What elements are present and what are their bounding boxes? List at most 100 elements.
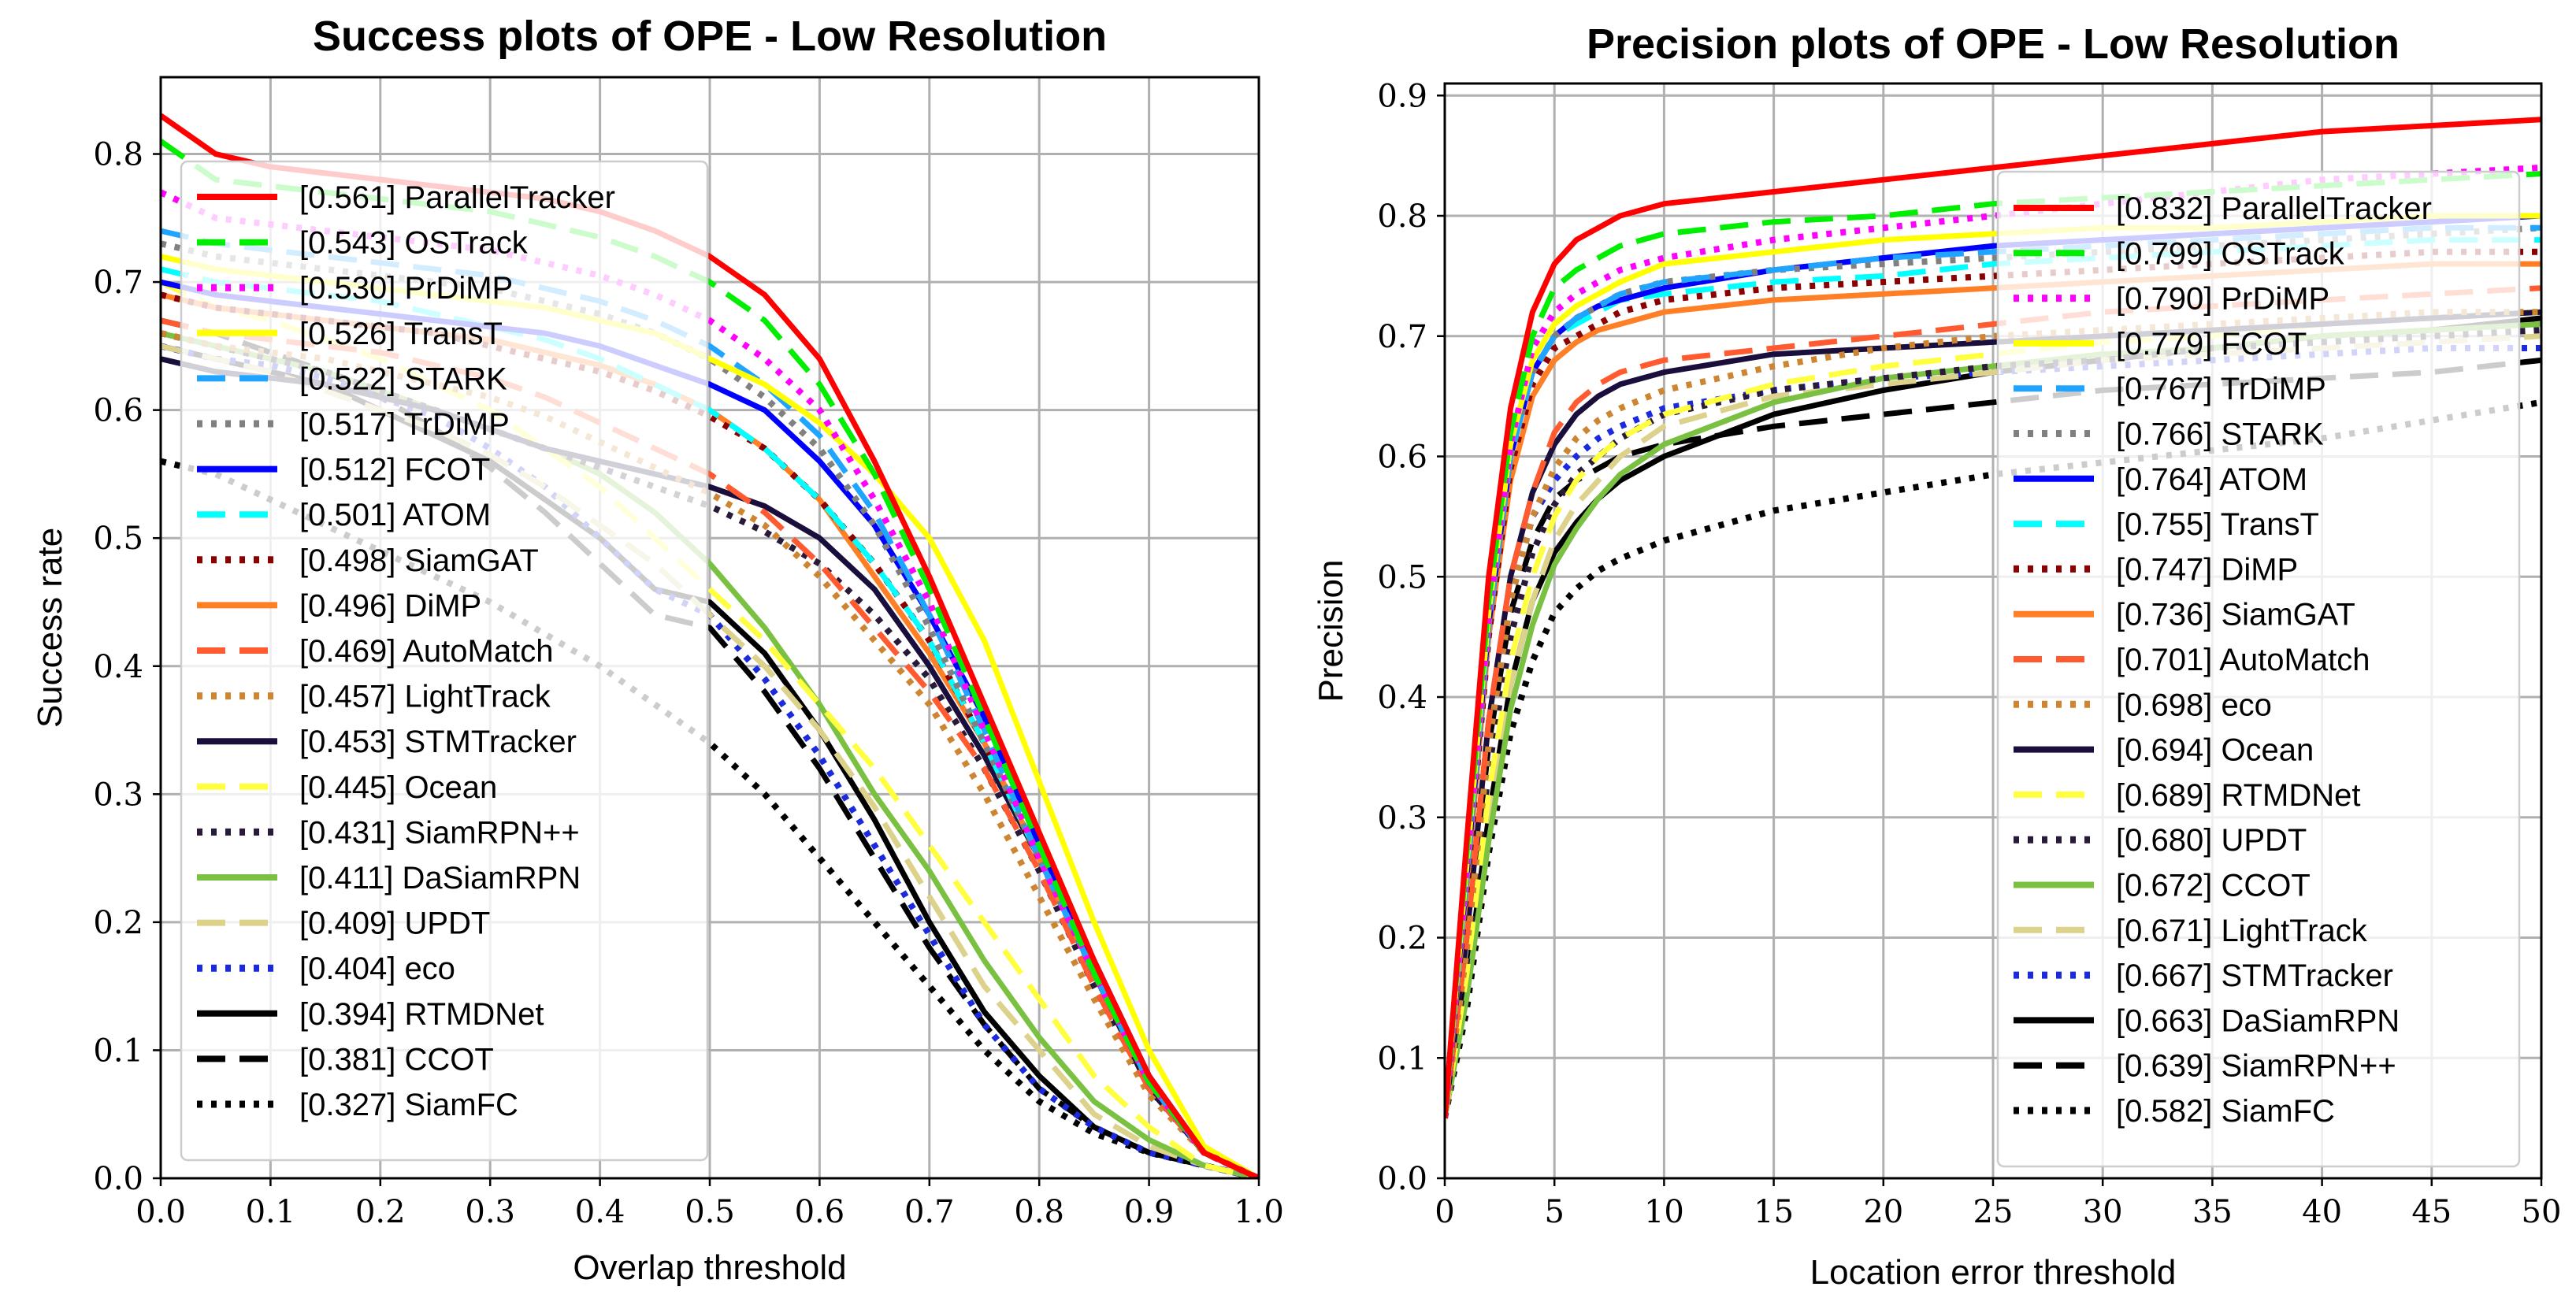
success-plot: Success plots of OPE - Low Resolution 0.…	[31, 13, 1284, 1287]
x-tick-label: 0.4	[575, 1194, 625, 1230]
success-legend-box	[180, 160, 709, 1162]
y-tick-label: 0.4	[1377, 680, 1427, 716]
precision-series-trdimp	[1445, 224, 2541, 1118]
x-tick-label: 0.7	[904, 1194, 955, 1230]
x-tick-label: 0.9	[1124, 1194, 1175, 1230]
precision-legend-label: [0.639] SiamRPN++	[2116, 1049, 2396, 1084]
x-tick-label: 20	[1863, 1194, 1903, 1230]
success-y-axis-label: Success rate	[31, 528, 69, 728]
precision-legend-label: [0.701] AutoMatch	[2116, 643, 2370, 677]
y-tick-label: 0.5	[1377, 559, 1427, 595]
precision-y-axis-label: Precision	[1312, 560, 1350, 703]
precision-plot-title: Precision plots of OPE - Low Resolution	[1587, 20, 2400, 68]
precision-series-automatch	[1445, 285, 2541, 1119]
precision-legend-box	[1996, 170, 2521, 1168]
precision-legend-label: [0.766] STARK	[2116, 417, 2324, 452]
y-tick-label: 0.1	[93, 1033, 143, 1069]
x-tick-label: 15	[1754, 1194, 1794, 1230]
precision-legend-label: [0.832] ParallelTracker	[2116, 191, 2432, 226]
x-tick-label: 0.2	[355, 1194, 406, 1230]
x-tick-label: 40	[2302, 1194, 2342, 1230]
success-legend-label: [0.445] Ocean	[299, 770, 497, 805]
success-legend-label: [0.457] LightTrack	[299, 680, 551, 714]
y-tick-label: 0.2	[1377, 921, 1427, 957]
y-tick-label: 0.0	[93, 1161, 143, 1197]
success-legend-label: [0.404] eco	[299, 951, 455, 986]
precision-legend-label: [0.736] SiamGAT	[2116, 598, 2355, 632]
y-tick-label: 0.3	[93, 777, 143, 813]
success-series-siamfc	[161, 458, 1259, 1178]
success-legend-label: [0.526] TransT	[299, 317, 503, 351]
success-legend-label: [0.501] ATOM	[299, 498, 491, 532]
precision-legend-label: [0.698] eco	[2116, 688, 2272, 722]
success-legend-label: [0.409] UPDT	[299, 907, 490, 941]
success-legend-label: [0.543] OSTrack	[299, 226, 529, 261]
x-tick-label: 50	[2522, 1194, 2562, 1230]
y-tick-label: 0.3	[1377, 800, 1427, 836]
precision-legend-label: [0.767] TrDiMP	[2116, 372, 2326, 406]
y-tick-label: 0.4	[93, 649, 143, 685]
precision-legend-label: [0.663] DaSiamRPN	[2116, 1003, 2400, 1038]
precision-x-axis-label: Location error threshold	[1810, 1253, 2177, 1292]
x-tick-label: 30	[2083, 1194, 2123, 1230]
x-tick-label: 1.0	[1234, 1194, 1284, 1230]
x-tick-label: 45	[2411, 1194, 2452, 1230]
success-plot-title: Success plots of OPE - Low Resolution	[313, 13, 1107, 60]
success-legend: [0.561] ParallelTracker [0.543] OSTrack [0…	[180, 160, 709, 1162]
precision-legend-label: [0.667] STMTracker	[2116, 959, 2393, 993]
precision-plot: Precision plots of OPE - Low Resolution …	[1312, 20, 2561, 1292]
precision-legend-label: [0.799] OSTrack	[2116, 236, 2345, 271]
x-tick-label: 0.6	[795, 1194, 845, 1230]
y-tick-label: 0.6	[93, 393, 143, 429]
precision-legend-label: [0.680] UPDT	[2116, 823, 2307, 858]
x-tick-label: 0.3	[465, 1194, 515, 1230]
y-tick-label: 0.6	[1377, 439, 1427, 476]
x-tick-label: 25	[1973, 1194, 2014, 1230]
y-tick-label: 0.7	[93, 265, 143, 301]
success-legend-label: [0.512] FCOT	[299, 453, 490, 488]
x-tick-label: 0.5	[685, 1194, 735, 1230]
success-legend-label: [0.431] SiamRPN++	[299, 815, 580, 850]
x-tick-label: 10	[1644, 1194, 1684, 1230]
success-legend-label: [0.561] ParallelTracker	[299, 180, 615, 215]
precision-legend-label: [0.764] ATOM	[2116, 462, 2307, 497]
y-tick-label: 0.8	[93, 137, 143, 173]
x-tick-label: 35	[2192, 1194, 2233, 1230]
x-tick-label: 0.8	[1014, 1194, 1064, 1230]
precision-series	[1445, 117, 2541, 1119]
precision-series-siamfc	[1445, 399, 2541, 1119]
success-legend-label: [0.394] RTMDNet	[299, 997, 544, 1032]
success-ticks: 0.0 0.1 0.2 0.3 0.4 0.5 0.6 0.7 0.8 0.9 1.0 0.0 0.1 0…	[93, 137, 1283, 1230]
precision-ticks: 0 5 10 15 20 25 30 35 40 45 50 0.0 0.1 0.2 0.3 0.4 0.5 0.…	[1377, 78, 2561, 1230]
success-legend-label: [0.498] SiamGAT	[299, 543, 539, 578]
precision-legend-label: [0.672] CCOT	[2116, 869, 2311, 903]
precision-series-eco	[1445, 309, 2541, 1119]
precision-legend-label: [0.689] RTMDNet	[2116, 778, 2361, 813]
y-tick-label: 0.1	[1377, 1040, 1427, 1077]
success-legend-label: [0.411] DaSiamRPN	[299, 861, 581, 896]
x-tick-label: 0.0	[135, 1194, 186, 1230]
success-legend-label: [0.496] DiMP	[299, 588, 481, 623]
y-tick-label: 0.8	[1377, 198, 1427, 235]
y-tick-label: 0.7	[1377, 319, 1427, 355]
precision-legend-label: [0.779] FCOT	[2116, 327, 2307, 362]
success-legend-label: [0.517] TrDiMP	[299, 407, 510, 442]
precision-legend-label: [0.755] TransT	[2116, 507, 2319, 542]
success-x-axis-label: Overlap threshold	[573, 1248, 846, 1287]
success-legend-label: [0.469] AutoMatch	[299, 634, 553, 669]
success-legend-label: [0.522] STARK	[299, 362, 507, 396]
x-tick-label: 0	[1435, 1194, 1454, 1230]
precision-series-paralleltracker	[1445, 117, 2541, 1118]
precision-legend-label: [0.747] DiMP	[2116, 552, 2298, 587]
success-legend-label: [0.453] STMTracker	[299, 725, 577, 759]
success-legend-label: [0.530] PrDiMP	[299, 271, 513, 306]
precision-legend-label: [0.790] PrDiMP	[2116, 282, 2329, 317]
y-tick-label: 0.9	[1377, 78, 1427, 114]
y-tick-label: 0.2	[93, 905, 143, 941]
y-tick-label: 0.0	[1377, 1161, 1427, 1197]
x-tick-label: 5	[1544, 1194, 1564, 1230]
y-tick-label: 0.5	[93, 521, 143, 557]
precision-legend-label: [0.671] LightTrack	[2116, 914, 2368, 948]
x-tick-label: 0.1	[246, 1194, 296, 1230]
